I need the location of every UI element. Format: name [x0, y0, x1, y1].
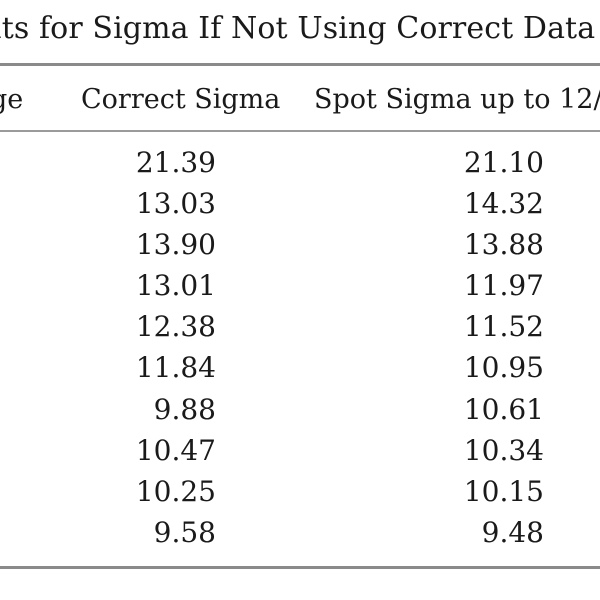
- correct-sigma-cell: 12.38: [135, 310, 216, 344]
- table-row: 13.03 14.32: [0, 187, 600, 228]
- spot-sigma-cell: 13.88: [463, 228, 544, 262]
- table-row: 10.47 10.34: [0, 434, 600, 475]
- correct-sigma-cell: 9.88: [153, 392, 216, 426]
- table-row: 13.90 13.88: [0, 228, 600, 269]
- spot-sigma-cell: 21.10: [463, 146, 544, 179]
- table-row: 13.01 11.97: [0, 269, 600, 310]
- table-row: 21.39 21.10: [0, 146, 600, 187]
- spot-sigma-cell: 10.15: [463, 474, 544, 508]
- table-body: 21.39 21.10 13.03 14.32 13.90 13.88 13.0…: [0, 146, 600, 557]
- spot-sigma-cell: 14.32: [463, 187, 544, 221]
- table-top-rule: [0, 63, 600, 66]
- correct-sigma-cell: 9.58: [153, 515, 216, 549]
- header-range: ge: [0, 84, 24, 115]
- table-row: 12.38 11.52: [0, 310, 600, 351]
- correct-sigma-cell: 21.39: [135, 146, 216, 179]
- spot-sigma-cell: 11.97: [463, 269, 544, 303]
- correct-sigma-cell: 13.03: [135, 187, 216, 221]
- correct-sigma-cell: 10.25: [135, 474, 216, 508]
- spot-sigma-cell: 11.52: [463, 310, 544, 344]
- spot-sigma-cell: 10.61: [463, 392, 544, 426]
- header-correct-sigma: Correct Sigma: [81, 84, 281, 115]
- table-caption: lts for Sigma If Not Using Correct Data …: [0, 11, 600, 46]
- table-row: 10.25 10.15: [0, 475, 600, 516]
- table-bottom-rule: [0, 566, 600, 569]
- table-header-rule: [0, 130, 600, 132]
- table-row: 9.88 10.61: [0, 393, 600, 434]
- correct-sigma-cell: 11.84: [135, 351, 216, 385]
- table-row: 9.58 9.48: [0, 516, 600, 557]
- spot-sigma-cell: 10.34: [463, 433, 544, 467]
- header-spot-sigma: Spot Sigma up to 12/3: [314, 84, 600, 115]
- correct-sigma-cell: 13.90: [135, 228, 216, 262]
- spot-sigma-cell: 10.95: [463, 351, 544, 385]
- correct-sigma-cell: 13.01: [135, 269, 216, 303]
- correct-sigma-cell: 10.47: [135, 433, 216, 467]
- spot-sigma-cell: 9.48: [481, 515, 544, 549]
- table-row: 11.84 10.95: [0, 351, 600, 392]
